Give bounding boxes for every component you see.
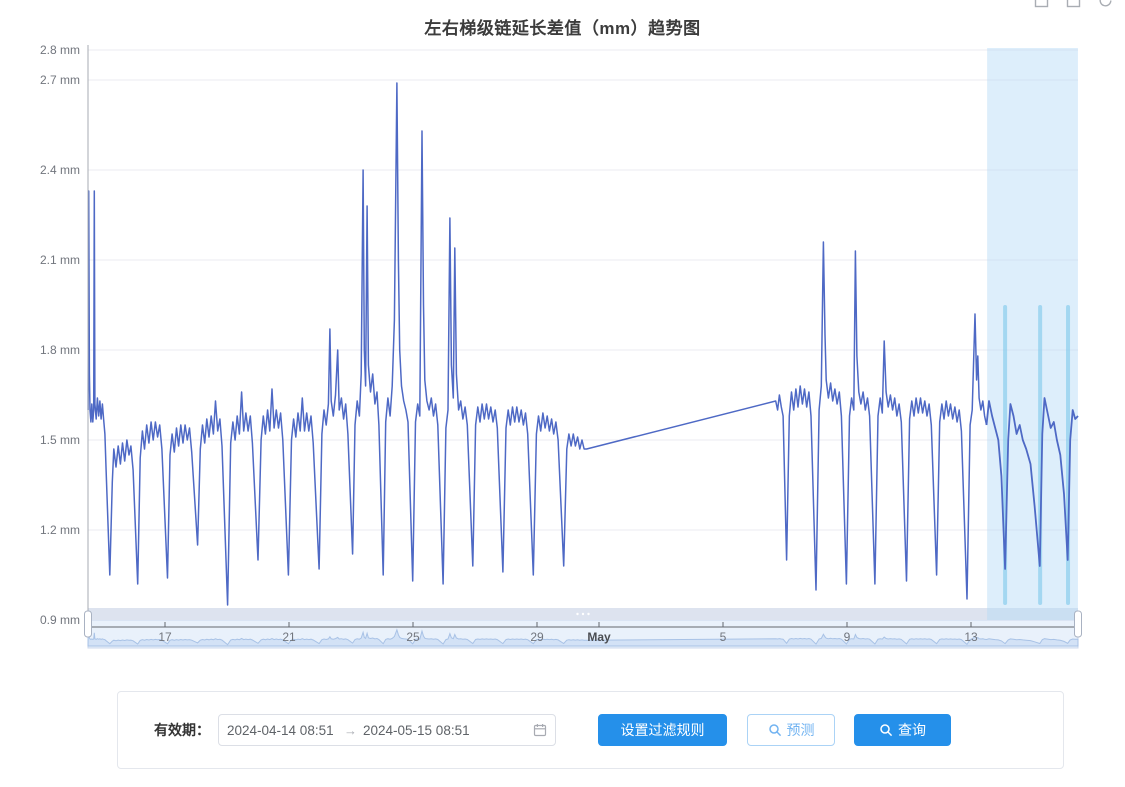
y-axis-label: 2.8 mm bbox=[40, 43, 80, 57]
end-date-field[interactable]: 2024-05-15 08:51 bbox=[363, 722, 470, 738]
x-axis-label: 29 bbox=[530, 630, 544, 644]
start-date-field[interactable]: 2024-04-14 08:51 bbox=[227, 722, 334, 738]
y-axis-label: 2.1 mm bbox=[40, 253, 80, 267]
toolbox-box-icon-2[interactable] bbox=[1066, 0, 1081, 8]
validity-label: 有效期： bbox=[154, 722, 210, 738]
query-button[interactable]: 查询 bbox=[854, 714, 951, 746]
x-axis-label: May bbox=[587, 630, 611, 644]
toolbox-box-icon[interactable] bbox=[1034, 0, 1049, 8]
x-axis-label: 25 bbox=[406, 630, 420, 644]
forecast-line bbox=[985, 397, 1079, 570]
trend-chart: 2.8 mm 2.7 mm 2.4 mm 2.1 mm 1.8 mm 1.5 mm 1.2 … bbox=[40, 43, 1082, 649]
y-axis-label: 2.4 mm bbox=[40, 163, 80, 177]
x-axis-label: 21 bbox=[282, 630, 296, 644]
x-axis-label: 17 bbox=[158, 630, 172, 644]
move-handle-grip-dot bbox=[587, 612, 590, 616]
date-range-picker[interactable]: 2024-04-14 08:51 → 2024-05-15 08:51 bbox=[218, 714, 556, 746]
datazoom-shadow bbox=[87, 628, 1079, 647]
chart-toolbox bbox=[1034, 0, 1113, 8]
y-axis-label: 1.5 mm bbox=[40, 433, 80, 447]
y-axis-label: 1.2 mm bbox=[40, 523, 80, 537]
page-title: 左右梯级链延长差值（mm）趋势图 bbox=[424, 19, 701, 38]
datazoom-handle-left[interactable] bbox=[84, 610, 92, 638]
control-panel: 有效期： 2024-04-14 08:51 → 2024-05-15 08:51… bbox=[117, 691, 1064, 769]
datazoom-handle-right[interactable] bbox=[1074, 610, 1082, 638]
move-handle-grip-dot bbox=[581, 612, 585, 616]
move-handle-grip-dot bbox=[576, 612, 579, 616]
y-axis-label: 1.8 mm bbox=[40, 343, 80, 357]
x-axis-label: 5 bbox=[720, 630, 727, 644]
toolbox-restore-icon[interactable] bbox=[1098, 0, 1113, 8]
predict-button[interactable]: 预测 bbox=[747, 714, 835, 746]
set-filter-rules-button[interactable]: 设置过滤规则 bbox=[598, 714, 727, 746]
calendar-icon[interactable] bbox=[533, 723, 547, 737]
search-icon bbox=[768, 723, 782, 737]
search-icon bbox=[879, 723, 893, 737]
predict-button-label: 预测 bbox=[786, 722, 815, 738]
query-button-label: 查询 bbox=[898, 722, 926, 738]
y-axis-label: 2.7 mm bbox=[40, 73, 80, 87]
range-arrow-icon: → bbox=[344, 722, 357, 738]
y-axis-label: 0.9 mm bbox=[40, 613, 80, 627]
forecast-region bbox=[987, 48, 1078, 620]
x-axis-label: 13 bbox=[964, 630, 978, 644]
x-axis-label: 9 bbox=[844, 630, 851, 644]
trend-line bbox=[87, 82, 988, 606]
